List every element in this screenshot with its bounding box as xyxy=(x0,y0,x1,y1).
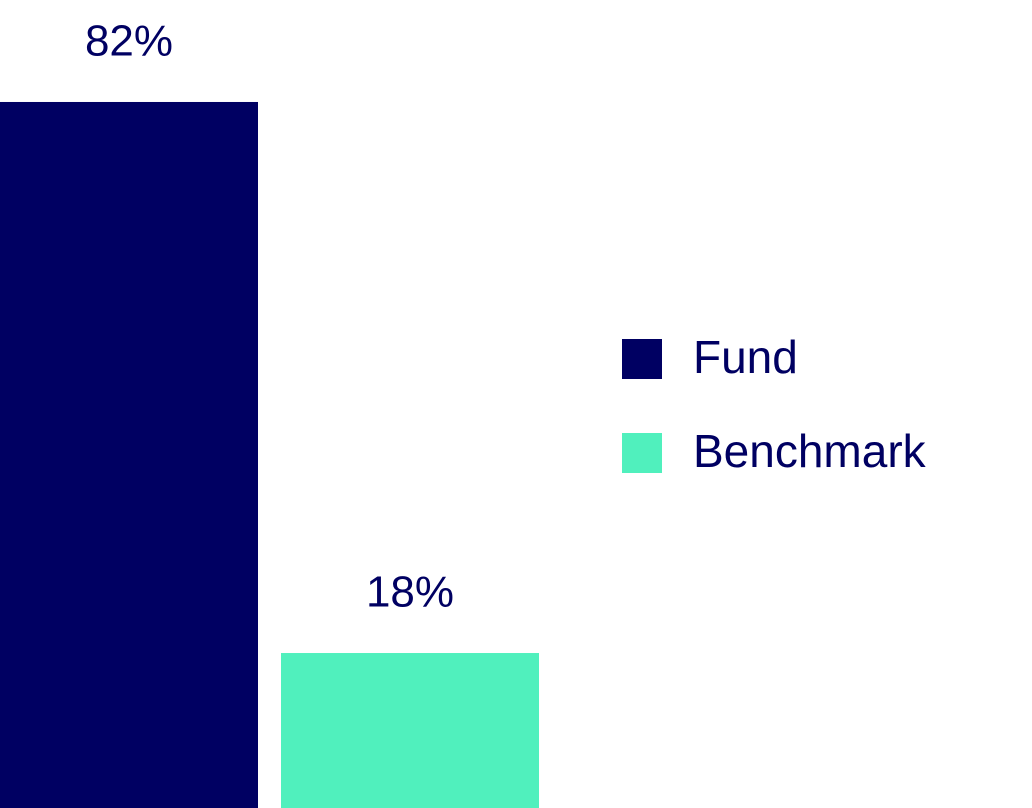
legend-label: Benchmark xyxy=(693,425,927,477)
legend-label: Fund xyxy=(693,331,798,383)
legend-swatch xyxy=(622,433,662,473)
value-label: 82% xyxy=(85,17,173,66)
value-label: 18% xyxy=(366,568,454,617)
bar xyxy=(0,101,258,808)
bar xyxy=(281,653,539,808)
legend-swatch xyxy=(622,339,662,379)
